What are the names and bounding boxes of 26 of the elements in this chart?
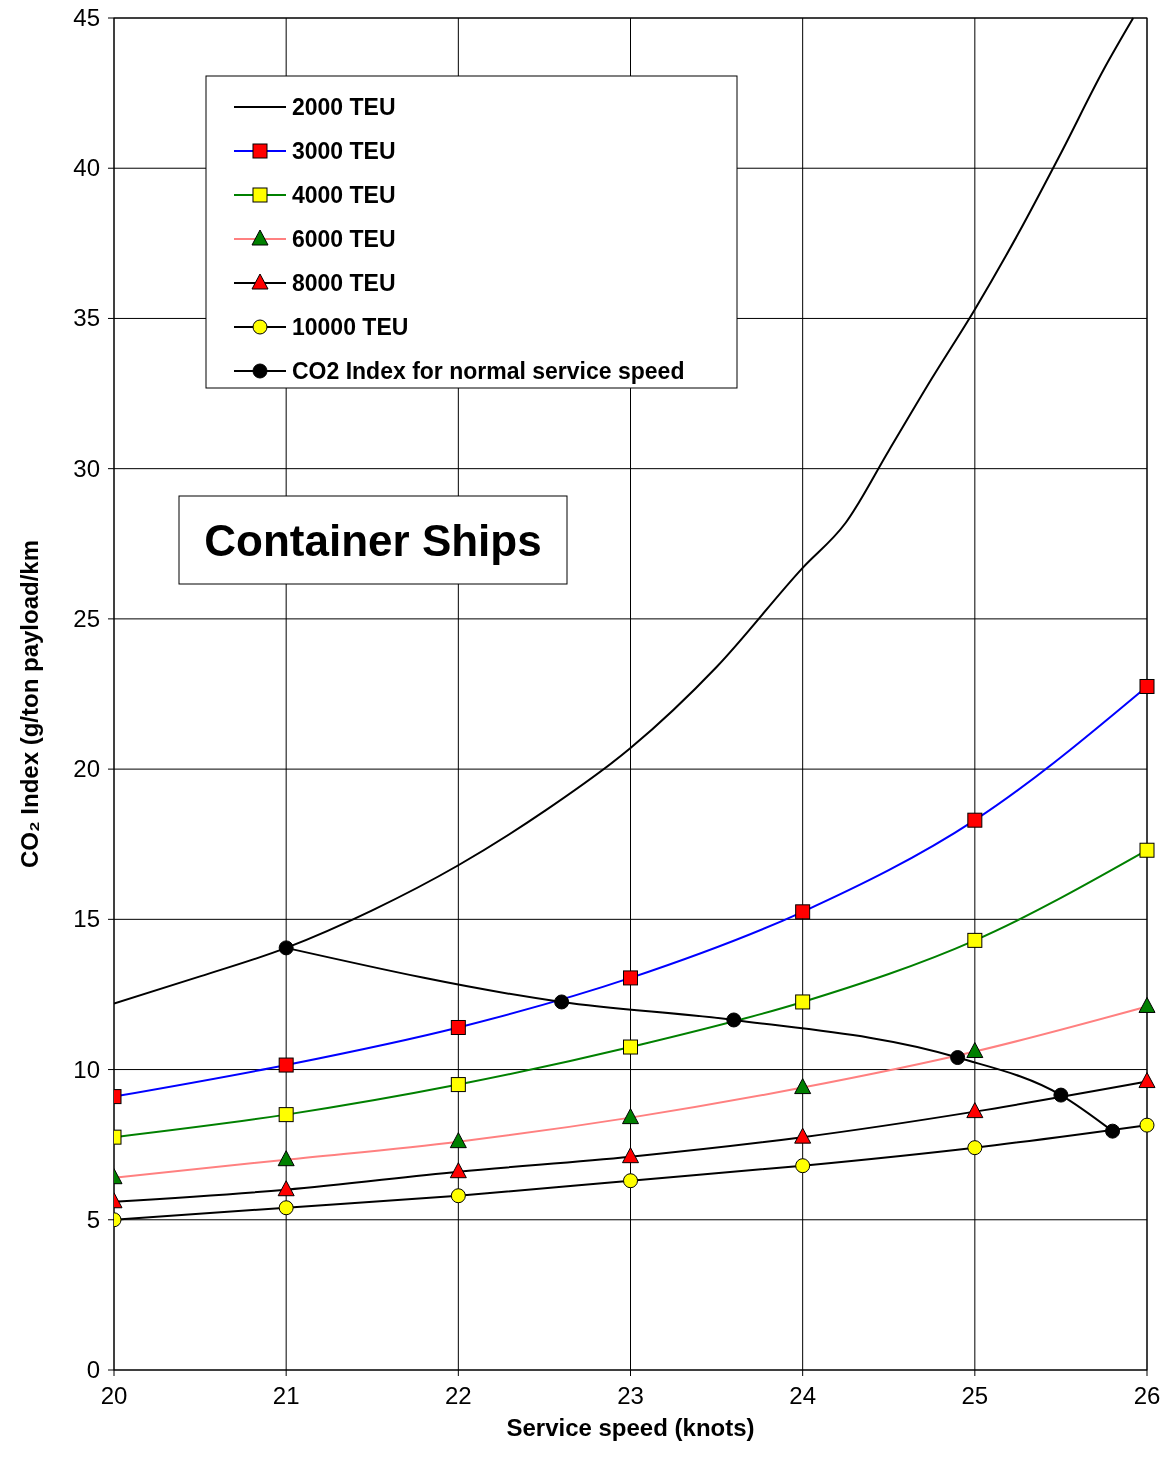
x-tick-label: 21 — [272, 1382, 300, 1409]
y-tick-label: 15 — [73, 905, 100, 933]
x-tick-label: 26 — [1133, 1382, 1161, 1409]
legend-label: 10000 TEU — [292, 314, 409, 340]
y-tick-label: 45 — [73, 4, 100, 31]
legend-label: 8000 TEU — [292, 270, 396, 296]
legend-label: 3000 TEU — [292, 138, 396, 164]
y-tick-label: 5 — [86, 1205, 100, 1233]
annotation: Container Ships — [204, 516, 542, 565]
y-tick-label: 40 — [73, 154, 100, 182]
y-tick-label: 20 — [73, 755, 100, 783]
y-tick-label: 25 — [73, 604, 100, 632]
y-tick-label: 0 — [86, 1356, 100, 1383]
y-axis-title: CO₂ Index (g/ton payload/km — [16, 539, 43, 869]
x-tick-label: 23 — [617, 1382, 644, 1409]
y-tick-label: 30 — [73, 454, 100, 482]
legend-label: 4000 TEU — [292, 182, 396, 208]
legend-label: CO2 Index for normal service speed — [292, 358, 685, 384]
y-tick-label: 10 — [73, 1055, 100, 1083]
y-tick-label: 35 — [73, 304, 100, 332]
x-tick-label: 24 — [789, 1382, 817, 1409]
x-tick-label: 25 — [961, 1382, 989, 1409]
x-tick-label: 22 — [444, 1382, 472, 1409]
legend-label: 6000 TEU — [292, 226, 396, 252]
legend-label: 2000 TEU — [292, 94, 396, 120]
x-axis-title: Service speed (knots) — [506, 1414, 755, 1441]
